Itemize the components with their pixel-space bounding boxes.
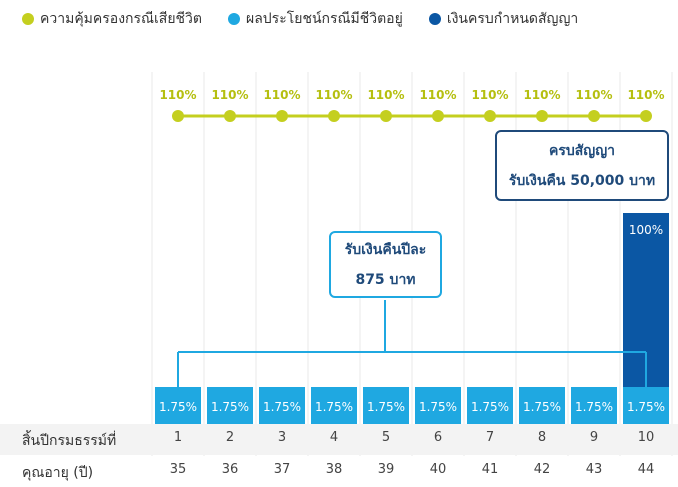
annual-return-bar xyxy=(311,387,357,425)
policy-year-cell: 10 xyxy=(637,430,655,445)
age-cell: 40 xyxy=(429,462,447,477)
annual-return-bar-label: 1.75% xyxy=(367,400,405,414)
death-benefit-label: 110% xyxy=(315,88,352,102)
age-cell: 37 xyxy=(273,462,291,477)
annual-return-bar xyxy=(467,387,513,425)
death-benefit-label: 110% xyxy=(523,88,560,102)
death-benefit-label: 110% xyxy=(575,88,612,102)
policy-year-row: สิ้นปีกรมธรรม์ที่ 1 2 3 4 5 6 7 8 9 10 xyxy=(0,424,678,455)
annual-return-bar xyxy=(519,387,565,425)
death-benefit-point xyxy=(536,110,548,122)
death-benefit-point xyxy=(432,110,444,122)
legend-label-death-benefit: ความคุ้มครองกรณีเสียชีวิต xyxy=(40,11,203,27)
policy-year-cell: 4 xyxy=(329,430,339,445)
annual-return-bar xyxy=(623,387,669,425)
legend-item-maturity-benefit: เงินครบกำหนดสัญญา xyxy=(428,8,579,30)
death-benefit-label: 110% xyxy=(211,88,248,102)
death-benefit-label: 110% xyxy=(159,88,196,102)
annual-return-bar xyxy=(155,387,201,425)
legend-swatch-living-benefit xyxy=(228,13,241,25)
annual-return-callout: รับเงินคืนปีละ 875 บาท xyxy=(329,231,442,298)
annual-return-callout-line2: 875 บาท xyxy=(355,272,416,288)
legend-label-living-benefit: ผลประโยชน์กรณีมีชีวิตอยู่ xyxy=(246,11,403,27)
maturity-callout-line2: รับเงินคืน 50,000 บาท xyxy=(508,173,656,189)
policy-year-cell: 9 xyxy=(589,430,599,445)
age-cell: 36 xyxy=(221,462,239,477)
maturity-bar-label: 100% xyxy=(629,223,663,237)
policy-year-cell: 7 xyxy=(485,430,495,445)
annual-return-bar-label: 1.75% xyxy=(263,400,301,414)
death-benefit-label: 110% xyxy=(471,88,508,102)
annual-return-bar xyxy=(571,387,617,425)
age-row-label: คุณอายุ (ปี) xyxy=(22,465,94,481)
policy-year-cell: 1 xyxy=(173,430,183,445)
legend-item-death-benefit: ความคุ้มครองกรณีเสียชีวิต xyxy=(22,8,202,30)
death-benefit-point xyxy=(276,110,288,122)
chart-legend: ความคุ้มครองกรณีเสียชีวิต ผลประโยชน์กรณี… xyxy=(22,8,578,30)
annual-return-bar xyxy=(363,387,409,425)
age-cell: 43 xyxy=(585,462,603,477)
policy-year-row-label: สิ้นปีกรมธรรม์ที่ xyxy=(22,433,117,449)
annual-return-callout-line1: รับเงินคืนปีละ xyxy=(344,242,427,258)
annual-return-bar-label: 1.75% xyxy=(627,400,665,414)
annual-return-bar-label: 1.75% xyxy=(523,400,561,414)
death-benefit-point xyxy=(588,110,600,122)
annual-return-bar-label: 1.75% xyxy=(159,400,197,414)
maturity-callout: ครบสัญญา รับเงินคืน 50,000 บาท xyxy=(495,130,669,201)
legend-label-maturity-benefit: เงินครบกำหนดสัญญา xyxy=(446,11,579,27)
policy-year-cell: 2 xyxy=(225,430,235,445)
age-row: คุณอายุ (ปี) 35 36 37 38 39 40 41 42 43 44 xyxy=(0,456,678,487)
policy-year-cell: 3 xyxy=(277,430,287,445)
annual-return-bar-label: 1.75% xyxy=(575,400,613,414)
annual-return-bar-label: 1.75% xyxy=(211,400,249,414)
death-benefit-label: 110% xyxy=(627,88,664,102)
death-benefit-label: 110% xyxy=(367,88,404,102)
death-benefit-point xyxy=(224,110,236,122)
annual-return-bar xyxy=(259,387,305,425)
death-benefit-point xyxy=(172,110,184,122)
age-cell: 41 xyxy=(481,462,499,477)
death-benefit-point xyxy=(640,110,652,122)
age-cell: 44 xyxy=(637,462,655,477)
death-benefit-point xyxy=(328,110,340,122)
death-benefit-point xyxy=(484,110,496,122)
death-benefit-label: 110% xyxy=(419,88,456,102)
legend-swatch-maturity-benefit xyxy=(428,13,441,25)
legend-item-living-benefit: ผลประโยชน์กรณีมีชีวิตอยู่ xyxy=(228,8,403,30)
annual-return-bar xyxy=(207,387,253,425)
age-cell: 38 xyxy=(325,462,343,477)
annual-return-bar xyxy=(415,387,461,425)
age-cell: 42 xyxy=(533,462,551,477)
annual-return-bar-label: 1.75% xyxy=(315,400,353,414)
policy-year-cell: 5 xyxy=(381,430,391,445)
annual-return-bar-label: 1.75% xyxy=(471,400,509,414)
age-cell: 39 xyxy=(377,462,395,477)
death-benefit-point xyxy=(380,110,392,122)
death-benefit-label: 110% xyxy=(263,88,300,102)
legend-swatch-death-benefit xyxy=(22,13,34,25)
annual-return-bar-label: 1.75% xyxy=(419,400,457,414)
maturity-callout-line1: ครบสัญญา xyxy=(548,143,616,159)
policy-year-cell: 8 xyxy=(537,430,547,445)
policy-year-cell: 6 xyxy=(433,430,443,445)
age-cell: 35 xyxy=(169,462,187,477)
